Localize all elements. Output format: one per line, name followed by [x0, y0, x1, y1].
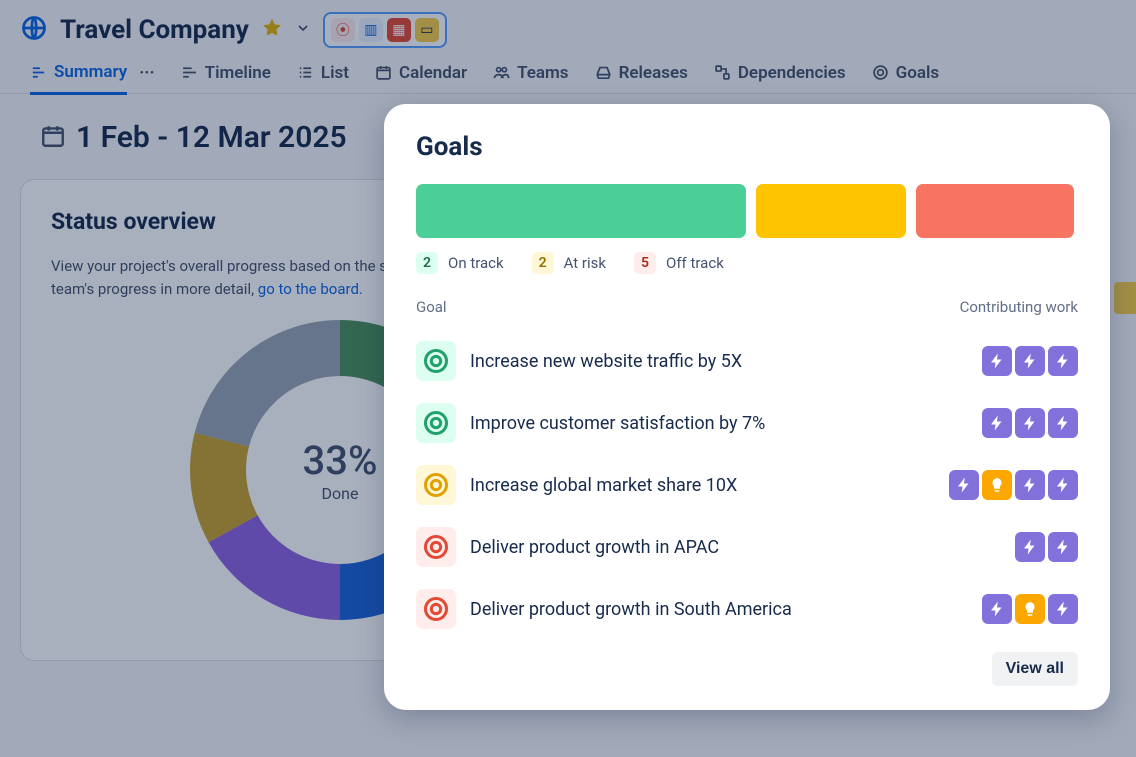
- goal-target-icon: [416, 465, 456, 505]
- goal-row[interactable]: Deliver product growth in South America: [416, 578, 1078, 640]
- legend-count-badge: 2: [416, 252, 438, 274]
- goal-row[interactable]: Improve customer satisfaction by 7%: [416, 392, 1078, 454]
- tab-releases[interactable]: Releases: [595, 62, 688, 93]
- contributing-work-icons: [1015, 532, 1078, 562]
- date-range-text: 1 Feb - 12 Mar 2025: [76, 120, 347, 155]
- status-bar: [756, 184, 906, 238]
- goal-label: Increase global market share 10X: [470, 475, 737, 496]
- goal-row[interactable]: Increase new website traffic by 5X: [416, 330, 1078, 392]
- goal-row[interactable]: Deliver product growth in APAC: [416, 516, 1078, 578]
- goals-status-bars: [416, 184, 1078, 238]
- status-bar: [416, 184, 746, 238]
- epic-icon[interactable]: [1048, 470, 1078, 500]
- tab-summary[interactable]: Summary: [30, 62, 127, 95]
- epic-icon[interactable]: [949, 470, 979, 500]
- view-all-button[interactable]: View all: [992, 652, 1078, 686]
- legend-count-badge: 5: [634, 252, 656, 274]
- app-icon[interactable]: ⦿: [331, 18, 355, 42]
- goal-label: Improve customer satisfaction by 7%: [470, 413, 765, 434]
- epic-icon[interactable]: [982, 408, 1012, 438]
- goal-label: Increase new website traffic by 5X: [470, 351, 742, 372]
- contributing-work-icons: [982, 408, 1078, 438]
- goal-row[interactable]: Increase global market share 10X: [416, 454, 1078, 516]
- tab-dependencies[interactable]: Dependencies: [714, 62, 846, 93]
- epic-icon[interactable]: [1015, 408, 1045, 438]
- goals-legend: 2 On track 2 At risk 5 Off track: [416, 252, 1078, 274]
- goal-target-icon: [416, 527, 456, 567]
- goal-target-icon: [416, 403, 456, 443]
- epic-icon[interactable]: [1048, 594, 1078, 624]
- epic-icon[interactable]: [982, 346, 1012, 376]
- epic-icon[interactable]: [982, 594, 1012, 624]
- goal-label: Deliver product growth in South America: [470, 599, 792, 620]
- app-icon[interactable]: ▭: [415, 18, 439, 42]
- contributing-work-icons: [982, 346, 1078, 376]
- star-icon[interactable]: [261, 17, 283, 43]
- tab-timeline[interactable]: Timeline: [181, 62, 271, 93]
- tab-calendar[interactable]: Calendar: [375, 62, 467, 93]
- idea-icon[interactable]: [1015, 594, 1045, 624]
- epic-icon[interactable]: [1048, 408, 1078, 438]
- donut-percent: 33%: [303, 437, 378, 484]
- legend-item: 5 Off track: [634, 252, 724, 274]
- epic-icon[interactable]: [1048, 532, 1078, 562]
- epic-icon[interactable]: [1015, 346, 1045, 376]
- epic-icon[interactable]: [1015, 532, 1045, 562]
- calendar-icon: [40, 123, 66, 153]
- goals-panel: Goals 2 On track 2 At risk 5 Off track Goal C…: [384, 104, 1110, 710]
- legend-item: 2 On track: [416, 252, 504, 274]
- tab-goals[interactable]: Goals: [872, 62, 940, 93]
- tab-more-icon[interactable]: ···: [139, 62, 154, 93]
- goal-label: Deliver product growth in APAC: [470, 537, 719, 558]
- globe-icon: [20, 14, 48, 46]
- goals-panel-title: Goals: [416, 132, 1078, 162]
- legend-count-badge: 2: [532, 252, 554, 274]
- legend-label: Off track: [666, 254, 724, 272]
- goal-target-icon: [416, 589, 456, 629]
- project-title: Travel Company: [60, 15, 249, 45]
- contributing-work-icons: [982, 594, 1078, 624]
- project-header: Travel Company ⦿▥▦▭: [0, 0, 1136, 52]
- donut-done-label: Done: [303, 484, 378, 503]
- goals-column-headers: Goal Contributing work: [416, 298, 1078, 316]
- tab-teams[interactable]: Teams: [493, 62, 568, 93]
- contributing-work-icons: [949, 470, 1078, 500]
- go-to-board-link[interactable]: go to the board.: [258, 280, 363, 298]
- chevron-down-icon[interactable]: [295, 20, 311, 40]
- app-icon[interactable]: ▥: [359, 18, 383, 42]
- app-switcher[interactable]: ⦿▥▦▭: [323, 12, 447, 48]
- epic-icon[interactable]: [1015, 470, 1045, 500]
- legend-label: On track: [448, 254, 504, 272]
- goal-target-icon: [416, 341, 456, 381]
- epic-icon[interactable]: [1048, 346, 1078, 376]
- view-tabs: Summary ··· Timeline List Calendar Teams Relea…: [0, 52, 1136, 94]
- legend-item: 2 At risk: [532, 252, 606, 274]
- status-bar: [916, 184, 1074, 238]
- app-icon[interactable]: ▦: [387, 18, 411, 42]
- donut-segment: [195, 320, 340, 447]
- tab-list[interactable]: List: [297, 62, 349, 93]
- idea-icon[interactable]: [982, 470, 1012, 500]
- right-edge-indicator: [1114, 282, 1136, 314]
- legend-label: At risk: [564, 254, 606, 272]
